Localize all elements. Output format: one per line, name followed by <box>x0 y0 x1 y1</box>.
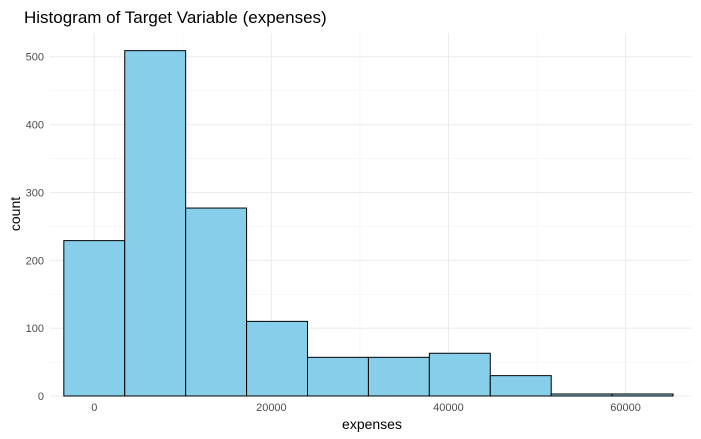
histogram-bar <box>489 375 552 397</box>
x-tick-label: 20000 <box>256 402 287 414</box>
x-axis-ticks: 0 20000 40000 60000 <box>91 402 641 414</box>
x-tick-label: 40000 <box>433 402 464 414</box>
y-tick-label: 300 <box>26 187 44 199</box>
x-tick-label: 60000 <box>610 402 641 414</box>
histogram-bar <box>550 393 613 397</box>
y-tick-label: 500 <box>26 52 44 64</box>
histogram-bar <box>63 240 126 397</box>
histogram-bar <box>307 356 369 397</box>
histogram-bars <box>63 50 674 397</box>
histogram-bar <box>185 207 248 397</box>
chart-title: Histogram of Target Variable (expenses) <box>24 8 327 27</box>
histogram-bar <box>124 50 187 397</box>
y-tick-label: 200 <box>26 255 44 267</box>
histogram-bar <box>611 393 674 397</box>
x-axis-label: expenses <box>342 416 402 432</box>
y-tick-label: 0 <box>38 391 44 403</box>
histogram-bar <box>246 320 309 397</box>
y-axis-ticks: 0 100 200 300 400 500 <box>26 52 44 403</box>
y-tick-label: 100 <box>26 323 44 335</box>
y-tick-label: 400 <box>26 120 44 132</box>
histogram-bar <box>367 356 430 397</box>
histogram-bar <box>428 352 491 397</box>
x-tick-label: 0 <box>91 402 97 414</box>
y-axis-label: count <box>7 197 23 231</box>
